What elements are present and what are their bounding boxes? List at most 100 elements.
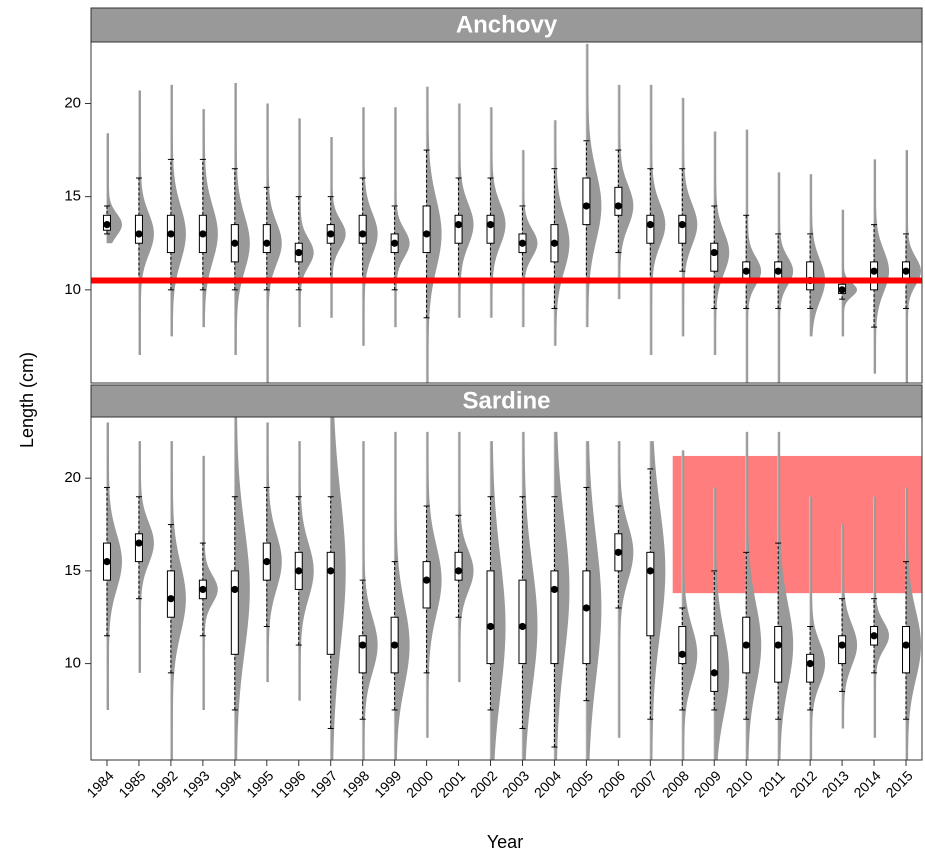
violin: [170, 441, 186, 760]
x-tick-label: 2006: [595, 767, 628, 800]
x-tick-label: 2001: [435, 767, 468, 800]
median-dot: [742, 641, 750, 649]
box: [550, 570, 559, 665]
panel-border: [90, 41, 923, 384]
violin: [330, 137, 346, 318]
violin: [202, 109, 218, 328]
x-tick-label: 2005: [563, 767, 596, 800]
median-dot: [359, 230, 367, 238]
median-dot: [422, 576, 431, 584]
x-tick-label: 1997: [307, 767, 340, 800]
violin: [874, 159, 890, 374]
box: [486, 214, 495, 244]
median-dot: [103, 558, 111, 566]
median-dot: [454, 221, 463, 229]
violin: [330, 417, 346, 760]
box: [166, 570, 175, 618]
violin: [586, 43, 602, 328]
median-dot: [678, 221, 686, 229]
median-dot: [103, 221, 111, 229]
panel-title: Anchovy: [456, 11, 558, 38]
violin: [586, 441, 602, 760]
violin: [362, 107, 378, 346]
violin: [522, 150, 538, 328]
median-dot: [710, 669, 718, 677]
box: [678, 214, 687, 244]
median-dot: [454, 567, 463, 575]
x-tick-label: 2013: [818, 767, 851, 800]
median-dot: [327, 567, 335, 575]
y-axis-label: Length (cm): [17, 352, 37, 448]
box: [422, 561, 431, 609]
x-tick-label: 2011: [755, 767, 788, 800]
strip: [90, 384, 923, 418]
median-dot: [167, 230, 175, 238]
box: [710, 242, 719, 272]
median-dot: [838, 286, 846, 294]
box: [902, 626, 911, 674]
x-tick-label: 2003: [499, 767, 532, 800]
median-dot: [518, 239, 527, 247]
box: [806, 261, 815, 291]
x-tick-label: 1998: [339, 767, 372, 800]
box: [518, 579, 527, 665]
median-dot: [838, 641, 846, 649]
x-tick-label: 2004: [531, 767, 564, 800]
y-tick-label: 15: [64, 562, 81, 579]
x-tick-label: 1994: [211, 767, 244, 800]
median-dot: [902, 267, 910, 275]
box: [358, 635, 367, 674]
box: [134, 214, 143, 244]
median-dot: [135, 230, 143, 238]
x-tick-label: 2002: [467, 767, 500, 800]
x-tick-label: 2009: [691, 767, 724, 800]
median-dot: [518, 622, 527, 631]
violin: [202, 455, 218, 710]
box: [710, 635, 719, 692]
median-dot: [486, 622, 495, 631]
x-tick-label: 2012: [787, 767, 820, 800]
box: [326, 551, 335, 655]
median-dot: [422, 230, 431, 238]
violin: [426, 86, 442, 383]
violin: [170, 84, 186, 337]
violin: [458, 431, 474, 683]
median-dot: [486, 221, 495, 229]
y-tick-label: 10: [64, 655, 81, 672]
violin: [394, 107, 410, 328]
violin: [554, 120, 570, 346]
box: [262, 224, 271, 254]
panel: [90, 41, 923, 384]
box: [422, 205, 431, 254]
box: [646, 214, 655, 244]
median-dot: [263, 239, 271, 247]
violin: [618, 441, 634, 738]
x-tick-label: 2015: [882, 767, 915, 800]
y-tick-label: 20: [64, 469, 81, 486]
violin: [234, 82, 250, 356]
strip: [90, 7, 923, 43]
median-dot: [199, 585, 207, 594]
median-dot: [327, 230, 335, 238]
median-dot: [550, 585, 559, 594]
median-dot: [263, 558, 271, 566]
violin: [842, 209, 858, 337]
violin: [650, 441, 666, 760]
violin: [138, 441, 154, 673]
median-dot: [582, 202, 591, 210]
panel-title: Sardine: [462, 387, 550, 414]
x-tick-label: 2007: [627, 767, 660, 800]
violin: [490, 107, 506, 318]
box: [838, 635, 847, 665]
median-dot: [870, 632, 878, 640]
violin: [842, 524, 858, 729]
y-tick-label: 15: [64, 188, 81, 205]
violin: [298, 118, 314, 328]
violin: [458, 103, 474, 318]
x-tick-label: 1992: [147, 767, 180, 800]
violin: [426, 431, 442, 738]
box: [358, 214, 367, 244]
median-dot: [391, 641, 399, 649]
violin: [618, 84, 634, 300]
